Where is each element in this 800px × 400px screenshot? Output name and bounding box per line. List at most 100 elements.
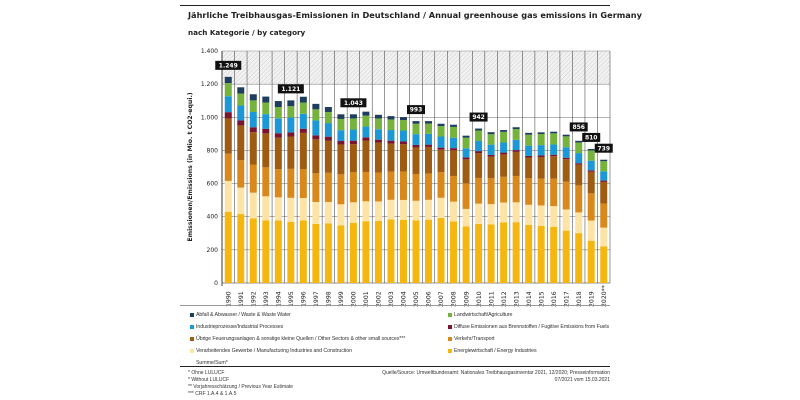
bar-segment xyxy=(512,150,520,152)
bar-segment xyxy=(437,136,445,148)
x-tick-label: 2008 xyxy=(451,291,458,307)
bar-segment xyxy=(337,144,345,175)
bar-segment xyxy=(349,129,357,141)
bar-segment xyxy=(587,193,595,221)
bar-segment xyxy=(575,185,583,213)
bar-segment xyxy=(362,140,370,172)
bar-segment xyxy=(237,87,245,94)
bar-segment xyxy=(562,134,570,137)
bar-segment xyxy=(237,214,245,283)
bar-segment xyxy=(437,126,445,137)
x-tick-label: 2019 xyxy=(588,291,595,307)
bar-segment xyxy=(450,126,458,138)
bar-segment xyxy=(512,151,520,176)
bar-segment xyxy=(600,180,608,182)
bar-segment xyxy=(537,145,545,156)
legend-item: Landwirtschaft/Agriculture xyxy=(448,312,512,318)
bar-segment xyxy=(312,173,320,202)
bar-segment xyxy=(287,117,295,133)
bar-segment xyxy=(262,114,270,129)
bar-segment xyxy=(575,153,583,164)
bar-segment xyxy=(500,222,508,283)
bar-segment xyxy=(337,118,345,131)
bar-segment xyxy=(337,225,345,283)
bar-segment xyxy=(500,131,508,143)
bar-segment xyxy=(249,132,257,165)
legend-label: Übrige Feuerungsanlagen & sonstige klein… xyxy=(196,336,406,342)
bar-segment xyxy=(299,96,307,103)
bar-segment xyxy=(287,136,295,169)
legend-label: Summe/Sum* xyxy=(196,360,228,366)
bar-segment xyxy=(349,144,357,173)
bar-segment xyxy=(500,130,508,132)
total-label-box xyxy=(594,143,613,153)
x-tick-label: 1999 xyxy=(338,291,345,307)
bar-segment xyxy=(475,130,483,141)
bar-segment xyxy=(324,136,332,141)
bar-segment xyxy=(462,148,470,158)
bar-segment xyxy=(562,181,570,210)
bar-segment xyxy=(224,83,232,97)
bar-segment xyxy=(387,219,395,283)
bar-segment xyxy=(462,183,470,209)
bar-segment xyxy=(475,151,483,154)
y-tick-label: 600 xyxy=(207,181,219,188)
bar-segment xyxy=(287,132,295,137)
bar-segment xyxy=(412,200,420,221)
bar-segment xyxy=(349,223,357,283)
bar-segment xyxy=(337,204,345,226)
bar-segment xyxy=(587,160,595,171)
x-tick-label: 2014 xyxy=(526,291,533,307)
bar-segment xyxy=(362,126,370,138)
bar-segment xyxy=(512,222,520,283)
bar-segment xyxy=(224,211,232,283)
bar-segment xyxy=(425,173,433,200)
legend-label: Verkehr/Transport xyxy=(454,336,495,342)
bar-segment xyxy=(299,128,307,133)
bar-segment xyxy=(349,202,357,224)
x-tick-label: 2004 xyxy=(401,291,408,307)
legend-swatch xyxy=(448,325,452,329)
bar-segment xyxy=(374,221,382,283)
bar-segment xyxy=(462,137,470,149)
total-label-box xyxy=(469,112,488,122)
bar-segment xyxy=(487,144,495,155)
bar-segment xyxy=(224,118,232,154)
bar-segment xyxy=(512,175,520,203)
bar-segment xyxy=(462,157,470,160)
bar-segment xyxy=(475,203,483,225)
bar-segment xyxy=(425,146,433,174)
bar-segment xyxy=(550,178,558,207)
x-tick-label: 2001 xyxy=(363,291,370,307)
bar-segment xyxy=(224,112,232,119)
bar-segment xyxy=(525,145,533,156)
total-label: 942 xyxy=(472,114,485,121)
bar-segment xyxy=(299,113,307,129)
bar-segment xyxy=(450,124,458,127)
bar-segment xyxy=(274,133,282,138)
bar-segment xyxy=(450,137,458,149)
bar-segment xyxy=(287,168,295,198)
y-axis-label: Emissionen/Emissions (in Mio. t CO2-equi… xyxy=(187,92,194,241)
bar-segment xyxy=(537,205,545,226)
bar-segment xyxy=(487,178,495,205)
bar-segment xyxy=(237,125,245,161)
x-tick-label: 1990 xyxy=(225,291,232,307)
bar-segment xyxy=(362,171,370,202)
bar-segment xyxy=(412,220,420,283)
bar-segment xyxy=(437,172,445,198)
bar-segment xyxy=(525,225,533,283)
bar-segment xyxy=(374,129,382,140)
bar-segment xyxy=(562,209,570,231)
x-tick-label: 1997 xyxy=(313,291,320,307)
bar-segment xyxy=(562,157,570,160)
bar-segment xyxy=(475,128,483,131)
bar-segment xyxy=(262,102,270,115)
bar-segment xyxy=(487,204,495,225)
bar-segment xyxy=(324,107,332,112)
footnote: *** CRF 1.A.4 & 1.A.5 xyxy=(188,391,237,397)
bar-segment xyxy=(362,221,370,283)
bar-segment xyxy=(262,96,270,103)
bar-segment xyxy=(249,100,257,112)
bar-segment xyxy=(312,201,320,224)
